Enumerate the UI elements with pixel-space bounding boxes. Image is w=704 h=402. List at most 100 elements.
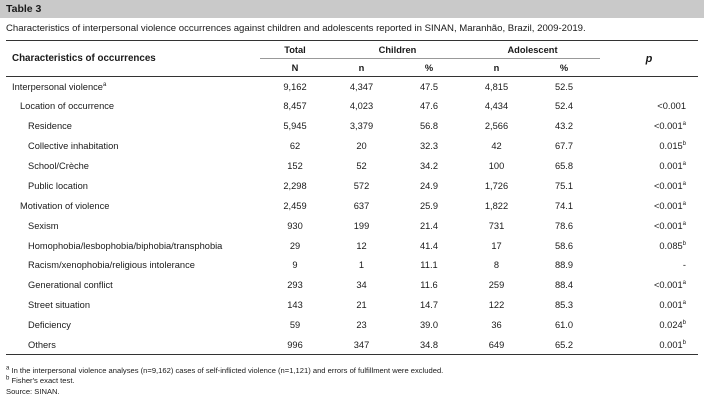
cell-adolescent-pct: 58.6 <box>554 240 574 251</box>
cell-adolescent-n: 259 <box>488 280 505 291</box>
table-row: Deficiency 59 23 39.0 36 61.0 0.024b <box>6 315 698 335</box>
cell-children-n: 20 <box>356 141 367 152</box>
row-label: Street situation <box>6 295 260 315</box>
row-label: Interpersonal violencea <box>6 77 260 97</box>
header-children: Children <box>330 40 465 59</box>
p-value-footnote-mark: b <box>682 240 686 247</box>
cell-children-pct: 25.9 <box>419 200 439 211</box>
row-label: School/Crèche <box>6 156 260 176</box>
row-label: Collective inhabitation <box>6 136 260 156</box>
cell-adolescent-pct: 78.6 <box>554 220 574 231</box>
cell-children-pct: 11.1 <box>420 260 438 271</box>
p-value-text: 0.024 <box>659 320 683 331</box>
cell-p-value: <0.001a <box>600 116 698 136</box>
footnote-b: b Fisher's exact test. <box>6 376 443 386</box>
p-value-footnote-mark: a <box>682 121 686 128</box>
cell-total-n: 9,162 <box>283 81 307 92</box>
table-row: Others 996 347 34.8 649 65.2 0.001b <box>6 335 698 356</box>
footnotes: a In the interpersonal violence analyses… <box>6 365 443 397</box>
cell-children-n: 637 <box>353 200 370 211</box>
subheader-adolescent-pct: % <box>528 58 600 77</box>
cell-adolescent-pct: 67.7 <box>554 141 574 152</box>
cell-total-n: 2,298 <box>283 180 307 191</box>
cell-adolescent-n: 42 <box>491 141 502 152</box>
row-label-text: Deficiency <box>28 320 71 331</box>
cell-p-value: <0.001a <box>600 196 698 216</box>
row-label-text: Homophobia/lesbophobia/biphobia/transpho… <box>28 240 223 251</box>
row-label-footnote-mark: a <box>102 81 107 88</box>
table-row: Location of occurrence 8,457 4,023 47.6 4,43… <box>6 96 698 116</box>
cell-children-n: 23 <box>356 320 367 331</box>
table-row: Residence 5,945 3,379 56.8 2,566 43.2 <0.001a <box>6 116 698 136</box>
row-label: Sexism <box>6 216 260 236</box>
p-value-text: <0.001 <box>653 280 683 291</box>
header-characteristics: Characteristics of occurrences <box>6 40 260 77</box>
p-value-footnote-mark: a <box>682 280 686 287</box>
cell-children-pct: 56.8 <box>419 121 439 132</box>
row-label: Residence <box>6 116 260 136</box>
cell-children-n: 3,379 <box>349 121 374 132</box>
cell-p-value: <0.001a <box>600 216 698 236</box>
row-label-text: Interpersonal violence <box>12 81 103 92</box>
cell-children-pct: 14.7 <box>419 300 439 311</box>
cell-total-n: 930 <box>287 220 303 231</box>
cell-total-n: 29 <box>289 240 301 251</box>
cell-p-value <box>600 77 698 97</box>
table-label: Table 3 <box>0 0 704 18</box>
p-value-text: <0.001 <box>657 101 686 112</box>
p-value-footnote-mark: a <box>682 220 686 227</box>
cell-children-pct: 32.3 <box>419 141 439 152</box>
cell-children-n: 21 <box>356 300 367 311</box>
row-label: Motivation of violence <box>6 196 260 216</box>
p-value-text: 0.015 <box>659 141 683 152</box>
row-label: Generational conflict <box>6 275 260 295</box>
cell-children-n: 52 <box>356 161 367 171</box>
row-label: Racism/xenophobia/religious intolerance <box>6 256 260 276</box>
p-value-text: <0.001 <box>653 121 683 132</box>
header-adolescent: Adolescent <box>465 40 600 59</box>
row-label-text: Racism/xenophobia/religious intolerance <box>28 260 195 271</box>
p-value-text: 0.085 <box>659 240 683 251</box>
cell-adolescent-n: 1,822 <box>484 200 509 211</box>
row-label-text: Public location <box>28 180 88 191</box>
cell-p-value: 0.001a <box>600 295 698 315</box>
p-value-footnote-mark: a <box>682 300 686 307</box>
cell-p-value: - <box>600 256 698 276</box>
subheader-children-pct: % <box>393 58 465 77</box>
cell-total-n: 5,945 <box>283 121 307 132</box>
cell-p-value: 0.015b <box>600 136 698 156</box>
cell-adolescent-pct: 74.1 <box>554 200 574 211</box>
table-header: Characteristics of occurrences Total Chi… <box>6 40 698 77</box>
cell-p-value: 0.085b <box>600 236 698 256</box>
cell-children-pct: 47.5 <box>419 81 439 92</box>
cell-adolescent-pct: 52.4 <box>554 101 574 112</box>
row-label: Deficiency <box>6 315 260 335</box>
cell-adolescent-pct: 61.0 <box>554 320 574 331</box>
p-value-footnote-mark: a <box>682 200 686 207</box>
cell-total-n: 62 <box>289 141 301 152</box>
cell-p-value: <0.001a <box>600 275 698 295</box>
row-label: Location of occurrence <box>6 96 260 116</box>
p-value-footnote-mark: a <box>682 160 686 167</box>
cell-children-pct: 24.9 <box>419 180 439 191</box>
table-caption: Characteristics of interpersonal violenc… <box>6 23 586 34</box>
cell-total-n: 996 <box>260 335 330 356</box>
cell-adolescent-n: 8 <box>493 260 500 271</box>
row-label-text: Location of occurrence <box>20 101 115 112</box>
cell-adolescent-pct: 65.8 <box>554 161 574 171</box>
cell-total-n: 59 <box>289 320 301 331</box>
footnote-text: Source: SINAN. <box>6 386 60 396</box>
cell-children-n: 347 <box>330 335 393 356</box>
cell-children-pct: 34.2 <box>419 161 439 171</box>
table-row: Interpersonal violencea 9,162 4,347 47.5 4,8… <box>6 77 698 97</box>
cell-adolescent-pct: 75.1 <box>554 180 574 191</box>
subheader-children-n: n <box>330 58 393 77</box>
cell-children-n: 34 <box>356 280 367 291</box>
cell-adolescent-pct: 88.9 <box>554 260 574 271</box>
cell-adolescent-pct: 65.2 <box>528 335 600 356</box>
row-label: Public location <box>6 176 260 196</box>
p-value-text: 0.001 <box>659 339 683 350</box>
cell-children-pct: 11.6 <box>420 280 438 291</box>
footnote-mark: b <box>6 375 10 382</box>
